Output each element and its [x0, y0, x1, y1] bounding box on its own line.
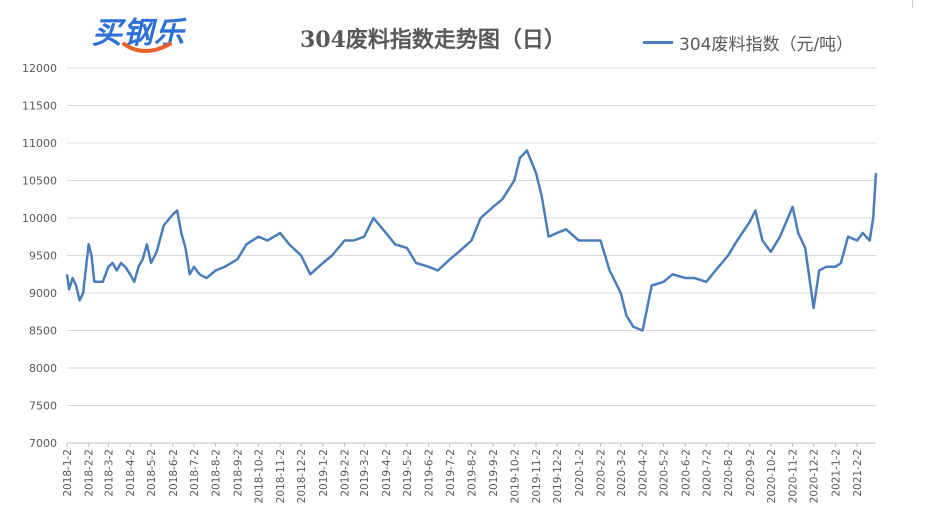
logo-swoosh-icon: [122, 42, 172, 53]
y-tick-label: 9000: [29, 287, 57, 300]
y-tick-label: 8500: [29, 325, 57, 338]
x-tick-label: 2018-1-2: [62, 449, 74, 497]
legend: 304废料指数（元/吨）: [643, 30, 853, 55]
top-right-mark: [912, 0, 913, 8]
x-tick-label: 2019-9-2: [488, 449, 500, 497]
x-tick-label: 2018-4-2: [125, 449, 137, 497]
x-tick-label: 2018-7-2: [189, 449, 201, 497]
y-tick-label: 10000: [22, 212, 57, 225]
x-tick-label: 2019-4-2: [381, 449, 393, 497]
x-tick-label: 2019-8-2: [467, 449, 479, 497]
x-tick-label: 2018-3-2: [103, 449, 115, 497]
y-tick-label: 8000: [29, 362, 57, 375]
x-tick-label: 2020-12-2: [809, 449, 821, 503]
x-tick-label: 2020-8-2: [723, 449, 735, 497]
x-tick-label: 2020-3-2: [616, 449, 628, 497]
y-tick-label: 10500: [22, 175, 57, 188]
series-layer: [65, 149, 878, 332]
y-axis-ticks: 7000 7500 8000 8500 9000 9500 10000 10500 11000 1…: [22, 62, 57, 450]
x-tick-label: 2019-2-2: [340, 449, 352, 497]
x-tick-label: 2019-6-2: [424, 449, 436, 497]
series-line: [65, 149, 878, 332]
x-tick-label: 2018-6-2: [168, 449, 180, 497]
x-tick-label: 2018-10-2: [253, 449, 265, 503]
x-tick-label: 2020-5-2: [659, 449, 671, 497]
x-tick-label: 2018-11-2: [275, 449, 287, 503]
legend-label: 304废料指数（元/吨）: [679, 35, 854, 55]
x-tick-label: 2018-9-2: [232, 449, 244, 497]
x-tick-label: 2018-12-2: [296, 449, 308, 503]
x-tick-label: 2019-12-2: [552, 449, 564, 503]
x-tick-label: 2020-7-2: [701, 449, 713, 497]
gridlines: [67, 67, 876, 444]
y-tick-label: 7500: [29, 400, 57, 413]
x-tick-label: 2020-4-2: [638, 449, 650, 497]
x-tick-label: 2020-10-2: [766, 449, 778, 503]
x-tick-label: 2020-2-2: [595, 449, 607, 497]
legend-swatch: [643, 41, 673, 44]
x-tick-label: 2019-3-2: [359, 449, 371, 497]
chart-title: 304废料指数走势图（日）: [300, 27, 566, 53]
x-tick-label: 2021-2-2: [852, 449, 864, 497]
y-tick-label: 7000: [29, 437, 57, 450]
x-tick-label: 2019-7-2: [445, 449, 457, 497]
x-tick-label: 2020-11-2: [788, 449, 800, 503]
x-axis: 2018-1-2 2018-2-2 2018-3-2 2018-4-2 2018-5-2…: [62, 443, 864, 503]
y-tick-label: 12000: [22, 62, 57, 75]
x-tick-label: 2020-1-2: [574, 449, 586, 497]
x-tick-label: 2018-8-2: [211, 449, 223, 497]
x-tick-label: 2019-1-2: [318, 449, 330, 497]
y-tick-label: 9500: [29, 250, 57, 263]
y-tick-label: 11500: [22, 100, 57, 113]
y-tick-label: 11000: [22, 137, 57, 150]
x-tick-label: 2020-6-2: [680, 449, 692, 497]
x-tick-label: 2018-5-2: [146, 449, 158, 497]
x-tick-label: 2018-2-2: [84, 449, 96, 497]
x-tick-label: 2021-1-2: [830, 449, 842, 497]
x-tick-label: 2019-5-2: [402, 449, 414, 497]
x-tick-label: 2020-9-2: [745, 449, 757, 497]
x-tick-label: 2019-11-2: [531, 449, 543, 503]
x-tick-label: 2019-10-2: [509, 449, 521, 503]
logo: 买钢乐: [92, 8, 202, 54]
